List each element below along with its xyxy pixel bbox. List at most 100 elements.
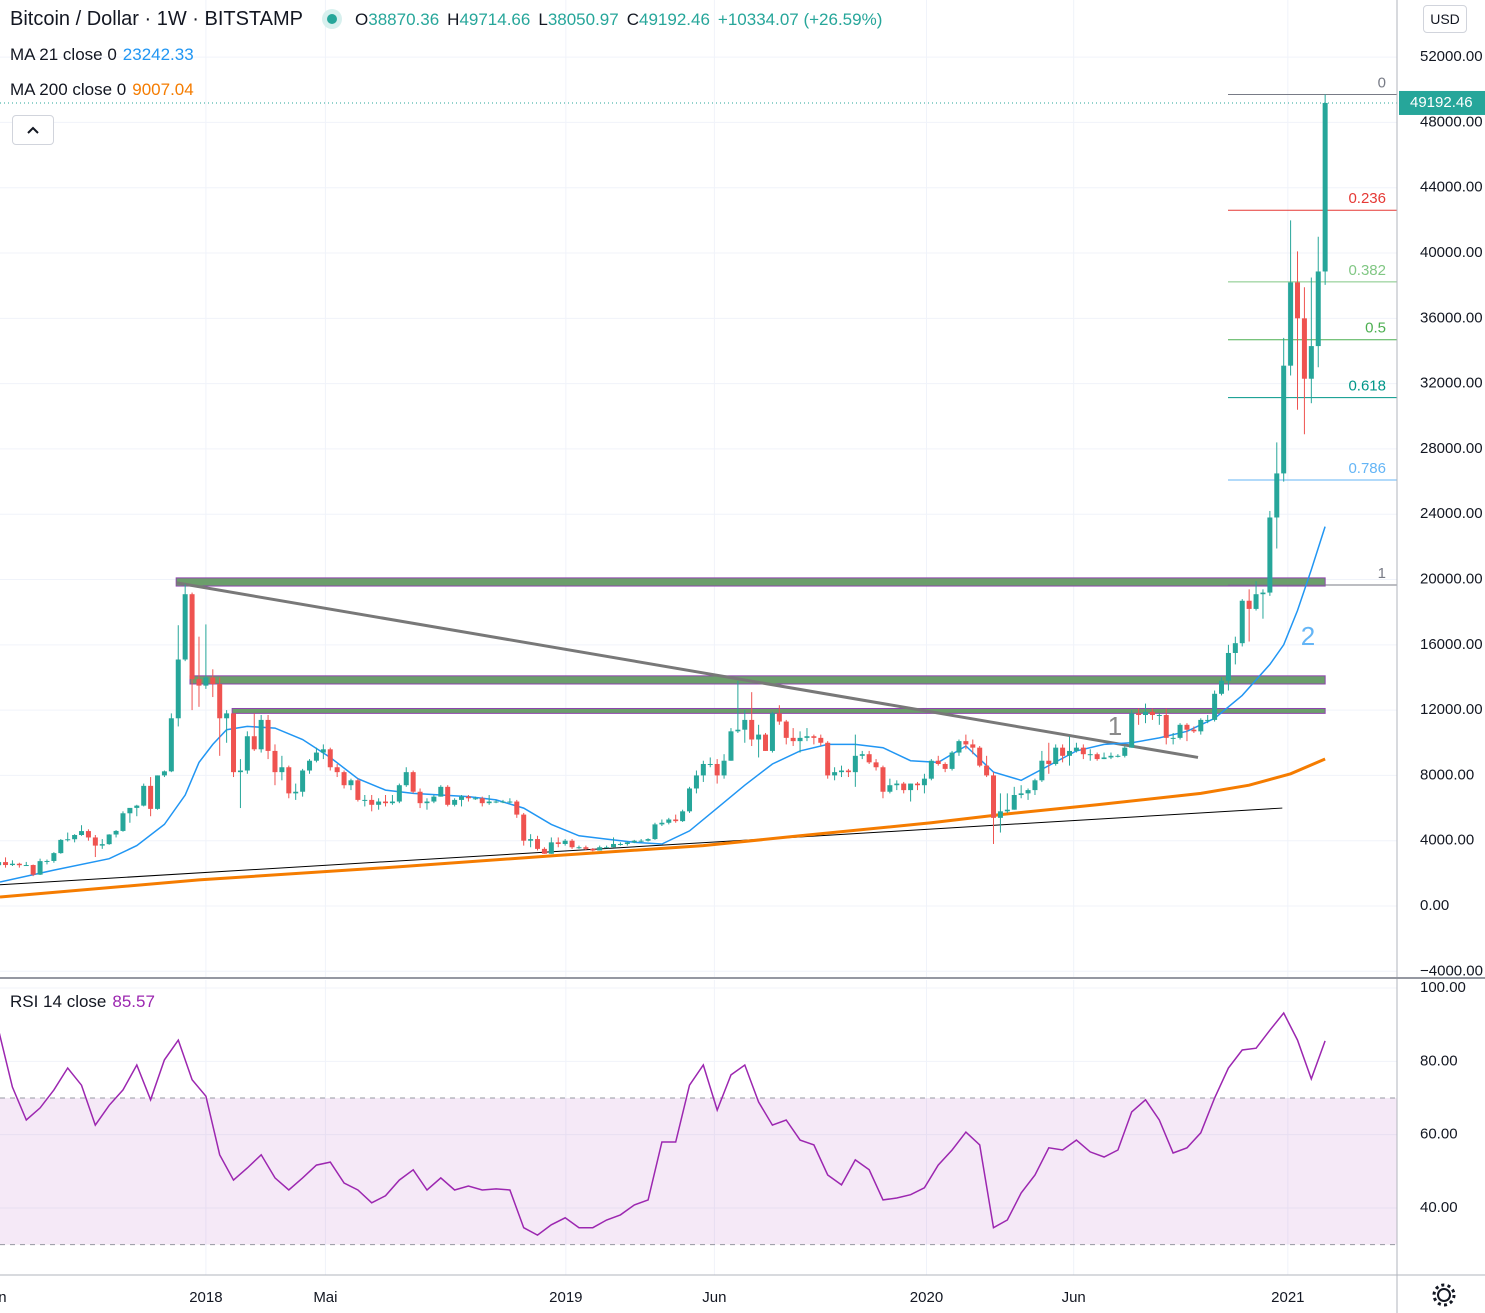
candle-body (1067, 750, 1073, 756)
candle-body (583, 847, 589, 849)
candle-body (376, 801, 382, 805)
x-tick-label: Mai (313, 1289, 337, 1306)
candle-body (472, 798, 478, 800)
candle-body (37, 861, 43, 875)
candle-body (65, 839, 71, 841)
candle-body (942, 763, 948, 769)
x-tick-label: Jun (1062, 1289, 1086, 1306)
candle-body (362, 799, 368, 801)
candle-body (1046, 760, 1052, 764)
candle-body (617, 843, 623, 845)
candle-body (901, 783, 907, 791)
candle-body (134, 805, 140, 808)
annotation: 1 (1108, 711, 1122, 741)
settings-gear[interactable] (1432, 1283, 1456, 1307)
candle-body (763, 734, 769, 751)
candle-body (1288, 282, 1294, 366)
candle-body (1129, 713, 1135, 748)
candle-body (500, 801, 506, 803)
candle-body (687, 788, 693, 812)
candle-body (1322, 102, 1328, 272)
candle-body (1219, 680, 1225, 694)
trendline (0, 807, 1283, 886)
trendline (175, 581, 1199, 759)
candle-body (1087, 754, 1093, 756)
currency-button[interactable]: USD (1423, 5, 1467, 33)
candle-body (673, 819, 679, 822)
candle-body (1315, 271, 1321, 347)
candle-body (1149, 711, 1155, 716)
candle-body (521, 814, 527, 841)
candle-body (528, 839, 534, 841)
candle-body (535, 839, 541, 849)
candle-body (728, 731, 734, 761)
y-tick-label: 48000.00 (1420, 113, 1483, 130)
candle-body (645, 839, 651, 841)
candle-body (963, 741, 969, 745)
candle-body (832, 772, 838, 776)
candle-body (286, 767, 292, 794)
ohlc-value: 49714.66 (459, 10, 531, 29)
candle-body (168, 718, 174, 772)
candle-body (707, 763, 713, 765)
collapse-button[interactable] (12, 115, 54, 145)
candle-body (1115, 755, 1121, 757)
rsi-tick-label: 80.00 (1420, 1052, 1458, 1069)
candle-body (127, 807, 133, 814)
moving-average-line (0, 757, 1326, 899)
candle-body (514, 801, 520, 815)
candle-body (217, 683, 223, 719)
support-zone (231, 707, 1326, 714)
candle-body (486, 801, 492, 804)
candle-body (1011, 795, 1017, 810)
candle-body (300, 770, 306, 792)
candle-body (320, 749, 326, 753)
candle-body (452, 799, 458, 805)
candle-body (189, 594, 195, 680)
candle-body (797, 737, 803, 742)
rsi-tick-label: 40.00 (1420, 1199, 1458, 1216)
candle-body (113, 830, 119, 835)
candle-body (1122, 747, 1128, 756)
candle-body (859, 754, 865, 756)
candle-body (956, 741, 962, 753)
candle-body (1080, 747, 1086, 755)
candle-body (783, 721, 789, 738)
rsi-line (0, 1011, 1326, 1236)
candle-body (244, 736, 250, 771)
candle-body (210, 677, 216, 684)
candle-body (880, 767, 886, 792)
candle-body (479, 798, 485, 804)
gear-ring (1437, 1288, 1451, 1302)
candle-body (1191, 729, 1197, 732)
candle-body (894, 783, 900, 786)
y-tick-label: 40000.00 (1420, 244, 1483, 261)
candle-body (562, 840, 568, 844)
ohlc-key: L (538, 10, 548, 29)
candle-body (438, 786, 444, 797)
candle-body (1032, 780, 1038, 791)
candle-body (721, 760, 727, 776)
candle-body (431, 796, 437, 802)
change-value: +10334.07 (+26.59%) (717, 10, 883, 29)
candle-body (148, 785, 154, 809)
candle-body (106, 834, 112, 845)
candle-body (1260, 592, 1266, 595)
candle-body (804, 736, 810, 738)
ma200-legend: MA 200 close 0 9007.04 (10, 80, 200, 100)
y-tick-label: 8000.00 (1420, 766, 1474, 783)
ohlc-key: O (355, 10, 369, 29)
x-tick-label: 2020 (910, 1289, 943, 1306)
candle-body (51, 853, 57, 861)
candle-body (680, 811, 686, 822)
candle-body (1101, 757, 1107, 760)
fib-level-label: 1 (1378, 565, 1386, 582)
ohlc-value: 38050.97 (547, 10, 619, 29)
candle-body (279, 767, 285, 773)
candle-body (790, 737, 796, 742)
candle-body (970, 744, 976, 748)
candle-body (928, 760, 934, 779)
candle-body (459, 796, 465, 800)
candle-body (915, 783, 921, 786)
candle-body (16, 863, 22, 866)
